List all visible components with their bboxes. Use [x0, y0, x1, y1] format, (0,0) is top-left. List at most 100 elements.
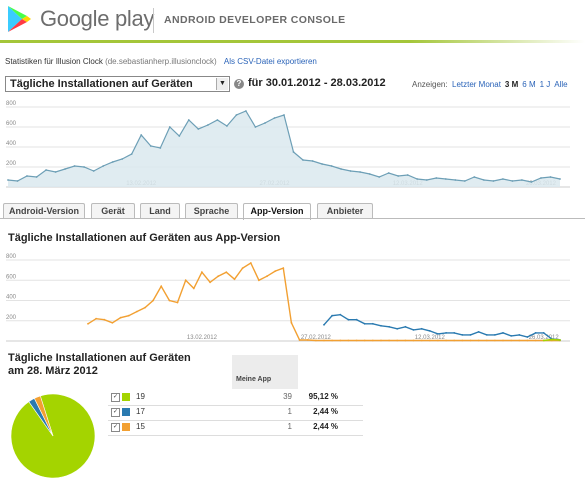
series-0-point-0 [87, 322, 89, 325]
row-count: 1 [287, 407, 292, 416]
series-0-point-19 [187, 119, 190, 121]
series-1-point-16 [453, 332, 456, 334]
series-0-point-19 [241, 267, 244, 269]
detail-chart: 200 400 600 800 13.02.2012 27.02.2012 12.03.20… [6, 254, 570, 342]
x-tick-label-2: 12.03.2012 [415, 335, 446, 341]
series-1-point-23 [510, 335, 513, 337]
series-0-point-7 [144, 306, 146, 309]
series-0-point-18 [233, 278, 236, 281]
series-0-point-23 [226, 125, 228, 127]
tab-0[interactable]: Android-Version [3, 203, 85, 219]
series-2-point-2 [559, 339, 561, 341]
series-1-point-5 [363, 322, 366, 325]
x-tick-label-0: 13.02.2012 [187, 335, 218, 341]
range-link-4[interactable]: Alle [554, 80, 568, 89]
tab-4[interactable]: App-Version [243, 203, 311, 220]
series-0-point-26 [254, 126, 257, 128]
series-0-point-50 [483, 179, 485, 181]
series-0-point-42 [428, 339, 431, 342]
series-1-point-20 [485, 334, 488, 336]
series-0-point-55 [534, 339, 537, 342]
series-0-point-40 [412, 339, 415, 342]
series-0-point-56 [540, 177, 542, 179]
legend-swatch [122, 393, 130, 401]
google-play-logo-icon [8, 6, 31, 32]
series-0-point-34 [330, 165, 333, 167]
tab-5[interactable]: Anbieter [317, 203, 373, 219]
row-percent: 95,12 % [308, 392, 338, 401]
series-0-point-28 [315, 339, 317, 342]
metric-select[interactable]: Tägliche Installationen auf Geräten ▼ [5, 76, 230, 92]
series-1-point-22 [502, 332, 504, 334]
series-2-point-0 [542, 339, 545, 342]
series-0-point-16 [159, 147, 162, 149]
series-0-point-24 [235, 114, 238, 116]
y-tick-label-0: 200 [6, 315, 17, 321]
series-0-point-58 [559, 178, 561, 180]
series-1-point-0 [323, 323, 325, 326]
series-0-point-0 [7, 179, 9, 181]
range-link-1[interactable]: 3 M [504, 80, 519, 89]
pie-slice-19 [10, 393, 96, 479]
brand-name: Google play [40, 6, 155, 31]
series-1-point-14 [437, 333, 439, 335]
series-1-point-8 [388, 325, 390, 328]
metric-select-value: Tägliche Installationen auf Geräten [10, 78, 193, 90]
range-link-2[interactable]: 6 M [522, 80, 536, 89]
row-checkbox[interactable]: ✓ [111, 423, 120, 432]
row-percent: 2,44 % [313, 407, 338, 416]
help-icon[interactable]: ? [234, 79, 244, 89]
series-0-point-54 [526, 339, 529, 342]
series-0-point-33 [321, 163, 323, 165]
series-1-point-2 [339, 313, 342, 316]
series-0-point-5 [127, 314, 130, 317]
row-checkbox[interactable]: ✓ [111, 408, 120, 417]
series-0-point-21 [258, 279, 260, 282]
tab-3[interactable]: Sprache [185, 203, 238, 219]
x-tick-label-1: 27.02.2012 [301, 335, 332, 341]
series-0-point-36 [349, 170, 352, 172]
series-0-point-47 [469, 339, 472, 342]
series-0-point-15 [209, 281, 212, 284]
series-0-point-35 [340, 168, 342, 170]
series-0-point-2 [26, 175, 28, 177]
series-0-point-53 [511, 180, 514, 182]
series-0-point-37 [359, 171, 361, 173]
series-0-point-46 [461, 339, 464, 342]
y-tick-label-0: 200 [6, 161, 17, 167]
series-area-0 [8, 111, 560, 187]
csv-export-link[interactable]: Als CSV-Datei exportieren [223, 57, 317, 66]
series-0-point-1 [16, 180, 19, 182]
series-1-point-9 [396, 327, 399, 330]
series-0-point-30 [292, 151, 295, 153]
range-link-3[interactable]: 1 J [539, 80, 551, 89]
series-0-point-13 [130, 153, 133, 155]
series-1-point-15 [445, 332, 447, 334]
series-0-point-34 [363, 339, 366, 342]
series-0-point-25 [245, 110, 247, 112]
series-0-point-11 [176, 301, 179, 304]
series-0-point-12 [184, 279, 187, 282]
series-0-point-51 [492, 180, 495, 182]
y-tick-label-1: 400 [6, 295, 17, 301]
series-1-point-18 [469, 334, 472, 336]
series-0-point-44 [425, 179, 428, 181]
series-1-point-3 [347, 318, 350, 321]
series-0-point-10 [168, 299, 171, 302]
series-0-point-32 [311, 160, 314, 162]
range-link-0[interactable]: Letzter Monat [452, 80, 501, 89]
series-0-point-42 [406, 174, 409, 176]
series-0-point-57 [549, 176, 552, 178]
tab-2[interactable]: Land [140, 203, 180, 219]
table-row: ✓ 19 39 95,12 % [108, 390, 363, 406]
series-0-point-6 [64, 168, 66, 170]
y-tick-label-3: 800 [6, 254, 17, 260]
series-0-point-8 [152, 299, 155, 302]
row-checkbox[interactable]: ✓ [111, 393, 120, 402]
series-1-point-12 [420, 327, 423, 330]
series-0-point-5 [54, 171, 57, 173]
tab-1[interactable]: Gerät [91, 203, 135, 219]
series-0-point-48 [477, 339, 480, 342]
y-tick-label-2: 600 [6, 274, 17, 280]
